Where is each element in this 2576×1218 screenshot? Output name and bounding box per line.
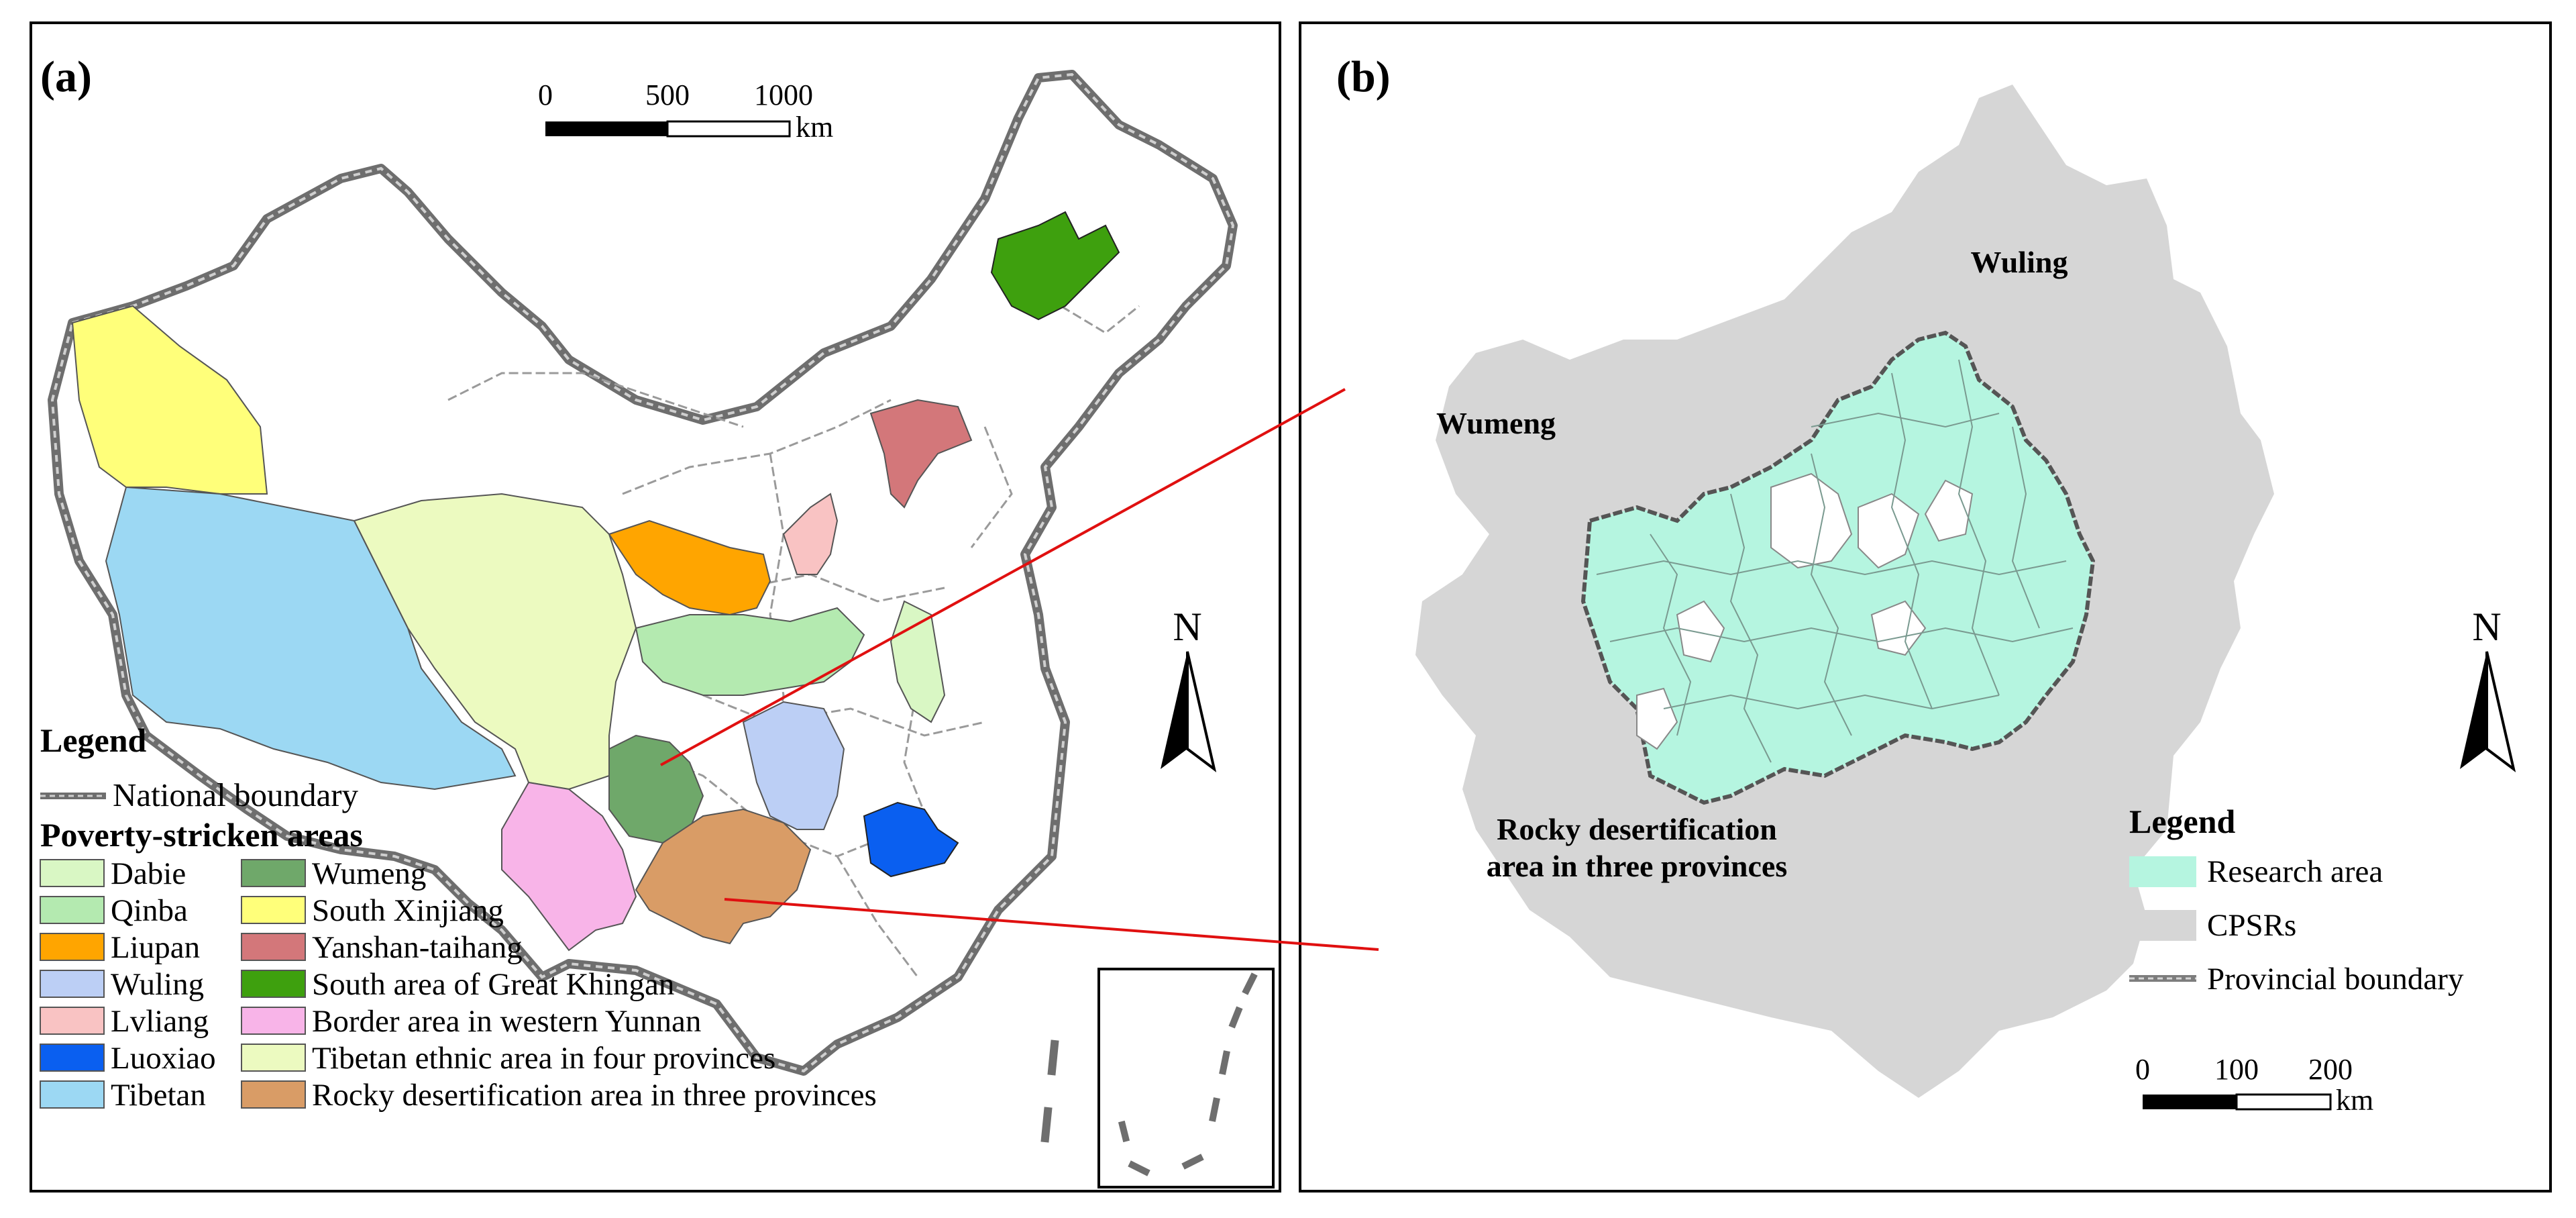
legend-b-title: Legend <box>2129 803 2236 840</box>
panel-a: 0 500 1000 km N (a) Legend National boun… <box>30 21 1281 1192</box>
scale-b-tick-100: 100 <box>2214 1053 2259 1086</box>
legend-label-dabie: Dabie <box>111 856 186 891</box>
legend-label-yanshan-taihang: Yanshan-taihang <box>312 930 523 965</box>
north-label: N <box>1173 605 1201 649</box>
legend-swatch-border-area-in-western-yunnan <box>241 1007 306 1035</box>
north-label-b: N <box>2472 605 2501 649</box>
legend-label-border-area-in-western-yunnan: Border area in western Yunnan <box>312 1004 701 1039</box>
legend-b-swatch-research-area <box>2129 856 2196 887</box>
legend-swatch-tibetan-ethnic-area-in-four-provinces <box>241 1044 306 1072</box>
legend-swatch-luoxiao <box>40 1044 105 1072</box>
label-rocky-line2: area in three provinces <box>1487 849 1787 883</box>
legend-label-wumeng: Wumeng <box>312 856 426 891</box>
legend-label-tibetan: Tibetan <box>111 1078 206 1113</box>
legend-swatch-qinba <box>40 896 105 924</box>
panel-label-a: (a) <box>40 52 92 101</box>
legend-label-liupan: Liupan <box>111 930 200 965</box>
legend-boundary-label: National boundary <box>113 776 359 813</box>
map-a: 0 500 1000 km N (a) Legend National boun… <box>40 52 1275 1188</box>
legend-swatch-liupan <box>40 933 105 961</box>
scale-b-tick-200: 200 <box>2308 1053 2353 1086</box>
legend-swatch-yanshan-taihang <box>241 933 306 961</box>
label-rocky-line1: Rocky desertification <box>1497 812 1777 846</box>
scale-tick-500: 500 <box>645 79 690 111</box>
legend-swatch-dabie <box>40 859 105 887</box>
legend-areas-title: Poverty-stricken areas <box>40 816 363 854</box>
legend-b-label-research-area: Research area <box>2207 854 2383 889</box>
north-arrow-b: N <box>2460 605 2516 772</box>
legend-swatch-south-xinjiang <box>241 896 306 924</box>
legend-b-label-cpsrs: CPSRs <box>2207 908 2296 943</box>
legend-label-south-xinjiang: South Xinjiang <box>312 893 504 928</box>
mainland-dashes <box>1040 1039 1059 1143</box>
legend-label-south-area-of-great-khingan: South area of Great Khingan <box>312 967 674 1002</box>
legend-label-luoxiao: Luoxiao <box>111 1041 216 1076</box>
map-b: Wuling Wumeng Rocky desertification area… <box>1336 52 2516 1117</box>
scale-bar-a: 0 500 1000 km <box>538 79 833 144</box>
legend-title: Legend <box>40 721 147 759</box>
legend-swatch-south-area-of-great-khingan <box>241 970 306 998</box>
legend-label-lvliang: Lvliang <box>111 1004 209 1039</box>
panel-b: Wuling Wumeng Rocky desertification area… <box>1299 21 2552 1192</box>
research-area <box>1580 330 2096 805</box>
region-western-yunnan <box>501 781 637 952</box>
legend-swatch-lvliang <box>40 1007 105 1035</box>
scale-bar-b: 0 100 200 km <box>2135 1053 2373 1117</box>
legend-a: Legend National boundary Poverty-stricke… <box>40 721 877 1113</box>
south-china-sea-inset <box>1097 968 1275 1188</box>
legend-swatch-tibetan <box>40 1080 105 1109</box>
legend-swatch-wumeng <box>241 859 306 887</box>
legend-b-label-provincial-boundary: Provincial boundary <box>2207 962 2464 997</box>
scale-b-unit: km <box>2336 1084 2373 1117</box>
legend-b: Legend Research area CPSRs Provincial boun… <box>2129 803 2464 997</box>
region-great-khingan <box>990 211 1120 321</box>
region-luoxiao <box>863 801 959 878</box>
north-arrow-a: N <box>1161 605 1217 772</box>
legend-b-swatch-cpsrs <box>2129 910 2196 941</box>
county-boundaries <box>1596 359 2074 763</box>
legend-swatch-rocky-desertification-area-in-three-provinces <box>241 1080 306 1109</box>
scale-tick-1000: 1000 <box>754 79 813 111</box>
scale-tick-0: 0 <box>538 79 553 111</box>
label-wuling: Wuling <box>1971 245 2068 279</box>
legend-label-qinba: Qinba <box>111 893 188 928</box>
scale-b-tick-0: 0 <box>2135 1053 2150 1086</box>
legend-label-rocky-desertification-area-in-three-provinces: Rocky desertification area in three prov… <box>312 1078 877 1113</box>
nine-dash-line <box>1118 972 1258 1176</box>
non-research-counties <box>1636 472 1974 750</box>
region-south-xinjiang <box>71 305 268 495</box>
label-wumeng: Wumeng <box>1436 406 1556 440</box>
panel-label-b: (b) <box>1336 52 1391 101</box>
legend-swatch-wuling <box>40 970 105 998</box>
legend-label-wuling: Wuling <box>111 967 204 1002</box>
scale-unit: km <box>796 111 833 144</box>
legend-label-tibetan-ethnic-area-in-four-provinces: Tibetan ethnic area in four provinces <box>312 1041 775 1076</box>
